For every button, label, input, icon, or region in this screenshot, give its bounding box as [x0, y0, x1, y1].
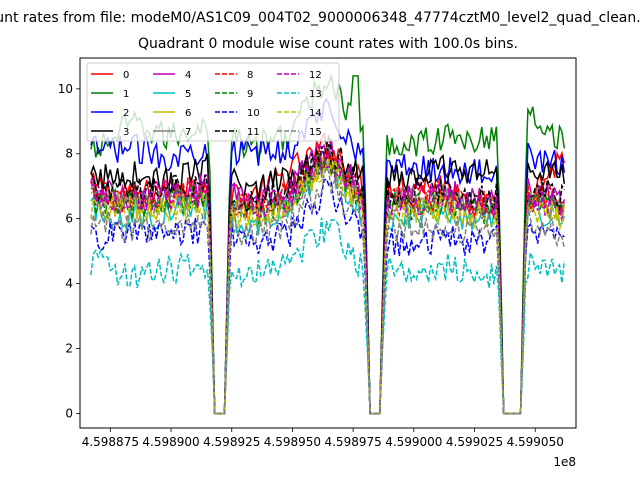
y-tick-label: 8 — [65, 147, 73, 161]
legend-label: 0 — [123, 70, 129, 81]
x-tick-label: 4.598950 — [264, 435, 321, 449]
legend-label: 6 — [185, 108, 191, 119]
legend-label: 12 — [309, 70, 322, 81]
series-line-13 — [90, 217, 566, 415]
series-line-3 — [90, 144, 566, 415]
legend-label: 7 — [185, 127, 191, 138]
x-tick-label: 4.598925 — [203, 435, 260, 449]
y-tick-label: 6 — [65, 212, 73, 226]
x-tick-label: 4.599050 — [507, 435, 564, 449]
legend-label: 10 — [247, 108, 260, 119]
series-line-14 — [90, 159, 566, 415]
x-offset-label: 1e8 — [553, 455, 576, 469]
x-tick-label: 4.599025 — [446, 435, 503, 449]
series-line-2 — [90, 97, 566, 415]
legend-label: 4 — [185, 70, 191, 81]
legend-label: 8 — [247, 70, 253, 81]
figure-suptitle: Count rates from file: modeM0/AS1C09_004… — [0, 10, 640, 26]
chart-title: Quadrant 0 module wise count rates with … — [138, 36, 518, 52]
legend-label: 9 — [247, 89, 253, 100]
legend-label: 15 — [309, 127, 322, 138]
y-ticks: 0 2 4 6 8 10 — [58, 82, 80, 420]
legend-label: 3 — [123, 127, 129, 138]
y-tick-label: 0 — [65, 406, 73, 420]
legend-box — [86, 62, 340, 142]
legend-label: 11 — [247, 127, 260, 138]
series-lines — [90, 73, 566, 415]
y-tick-label: 10 — [58, 82, 73, 96]
x-tick-label: 4.599000 — [385, 435, 442, 449]
legend-label: 1 — [123, 89, 129, 100]
x-ticks: 4.598875 4.598900 4.598925 4.598950 4.598975… — [82, 428, 564, 449]
y-tick-label: 4 — [65, 277, 73, 291]
legend-label: 13 — [309, 89, 322, 100]
y-tick-label: 2 — [65, 341, 73, 355]
x-tick-label: 4.598900 — [142, 435, 199, 449]
x-tick-label: 4.598875 — [82, 435, 139, 449]
legend-label: 2 — [123, 108, 129, 119]
legend-label: 5 — [185, 89, 191, 100]
legend-label: 14 — [309, 108, 322, 119]
x-tick-label: 4.598975 — [324, 435, 381, 449]
series-line-12 — [90, 149, 566, 415]
plot-frame — [79, 57, 577, 429]
series-line-15 — [90, 166, 566, 415]
